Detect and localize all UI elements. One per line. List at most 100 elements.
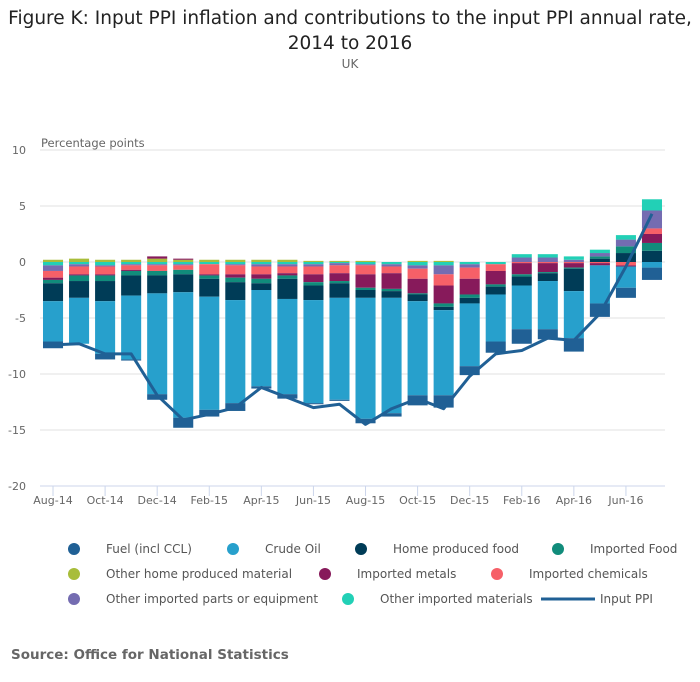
- bar-segment: [42, 279, 64, 284]
- bar-segment: [589, 249, 610, 254]
- bar-segment: [95, 262, 116, 266]
- bar-segment: [95, 353, 116, 360]
- bar-segment: [459, 278, 480, 295]
- bar-segment: [147, 275, 168, 294]
- chart-title-line-2: 2014 to 2016: [287, 33, 413, 54]
- bar-segment: [329, 283, 350, 298]
- bar-segment: [459, 303, 480, 367]
- bars: [42, 199, 663, 428]
- bar-segment: [173, 262, 194, 265]
- bar-segment: [42, 262, 64, 266]
- bar-segment: [381, 264, 402, 267]
- bar-segment: [303, 264, 324, 267]
- bar-segment: [42, 277, 64, 280]
- bar-segment: [277, 266, 298, 274]
- bar-segment: [303, 262, 324, 265]
- bar-segment: [225, 259, 246, 262]
- bar-segment: [69, 262, 90, 265]
- bar-segment: [199, 278, 220, 297]
- x-tick-label: Apr-16: [556, 494, 592, 507]
- bar-segment: [277, 264, 298, 267]
- bar-segment: [121, 262, 142, 265]
- bar-segment: [277, 298, 298, 395]
- bar-segment: [173, 292, 194, 418]
- bar-segment: [42, 259, 64, 262]
- bar-segment: [537, 272, 558, 274]
- legend-dot-icon: [355, 543, 367, 555]
- x-tick-label: Oct-15: [399, 494, 436, 507]
- bar-segment: [563, 259, 584, 262]
- bar-segment: [95, 274, 116, 276]
- legend-label: Imported metals: [357, 567, 456, 581]
- bar-segment: [381, 266, 402, 274]
- bar-segment: [485, 284, 506, 287]
- bar-segment: [355, 274, 376, 288]
- legend-item: Other home produced material: [68, 567, 292, 581]
- bar-segment: [355, 264, 376, 266]
- legend-dot-icon: [552, 543, 564, 555]
- bar-segment: [511, 257, 532, 262]
- bar-segment: [121, 259, 142, 262]
- bar-segment: [95, 281, 116, 302]
- legend-item: Imported metals: [319, 567, 456, 581]
- bar-segment: [407, 262, 428, 266]
- x-tick-label: Aug-15: [346, 494, 385, 507]
- bar-segment: [69, 281, 90, 298]
- legend-item: Input PPI: [541, 592, 653, 606]
- bar-segment: [459, 294, 480, 298]
- x-tick-label: Feb-15: [191, 494, 228, 507]
- bar-segment: [407, 268, 428, 279]
- bar-segment: [69, 266, 90, 275]
- y-axis-label: Percentage points: [41, 136, 145, 150]
- bar-segment: [641, 250, 663, 262]
- bar-segment: [42, 301, 64, 342]
- bar-segment: [95, 265, 116, 267]
- bar-segment: [173, 274, 194, 293]
- bar-segment: [355, 297, 376, 419]
- bar-segment: [329, 297, 350, 400]
- bar-segment: [69, 275, 90, 282]
- bar-segment: [407, 278, 428, 294]
- legend-label: Fuel (incl CCL): [106, 542, 192, 556]
- input-ppi-line: [52, 213, 654, 426]
- legend-label: Crude Oil: [265, 542, 321, 556]
- bar-segment: [615, 287, 636, 298]
- bar-segment: [225, 282, 246, 301]
- legend-label: Imported Food: [590, 542, 677, 556]
- bar-segment: [355, 418, 376, 424]
- bar-segment: [225, 274, 246, 278]
- y-tick-label: -10: [8, 368, 26, 381]
- bar-segment: [563, 268, 584, 292]
- bar-segment: [407, 260, 428, 262]
- bar-segment: [459, 366, 480, 376]
- bar-segment: [615, 253, 636, 262]
- legend-label: Other home produced material: [106, 567, 292, 581]
- bar-segment: [69, 297, 90, 344]
- bar-segment: [303, 274, 324, 283]
- bar-segment: [251, 264, 272, 267]
- bar-segment: [589, 265, 610, 304]
- bar-segment: [173, 269, 194, 275]
- bar-segment: [303, 266, 324, 275]
- bar-segment: [225, 300, 246, 404]
- bar-segment: [511, 329, 532, 344]
- bar-segment: [329, 262, 350, 264]
- bar-segment: [199, 274, 220, 276]
- bar-segment: [277, 275, 298, 279]
- bar-segment: [563, 267, 584, 269]
- bar-segment: [615, 239, 636, 247]
- bar-segment: [615, 246, 636, 254]
- bar-segment: [329, 399, 350, 401]
- bar-segment: [433, 310, 454, 396]
- x-axis: Aug-14 Oct-14 Dec-14 Feb-15 Apr-15 Jun-15 Aug-…: [33, 485, 665, 507]
- bar-segment: [225, 264, 246, 266]
- bar-segment: [433, 260, 454, 262]
- bar-segment: [121, 264, 142, 266]
- bar-segment: [641, 267, 663, 280]
- bar-segment: [355, 260, 376, 262]
- chart-title-line-1: Figure K: Input PPI inflation and contri…: [8, 8, 692, 29]
- bar-segment: [173, 265, 194, 270]
- bar-segment: [199, 262, 220, 265]
- bar-segment: [537, 262, 558, 264]
- y-tick-label: 0: [19, 256, 26, 269]
